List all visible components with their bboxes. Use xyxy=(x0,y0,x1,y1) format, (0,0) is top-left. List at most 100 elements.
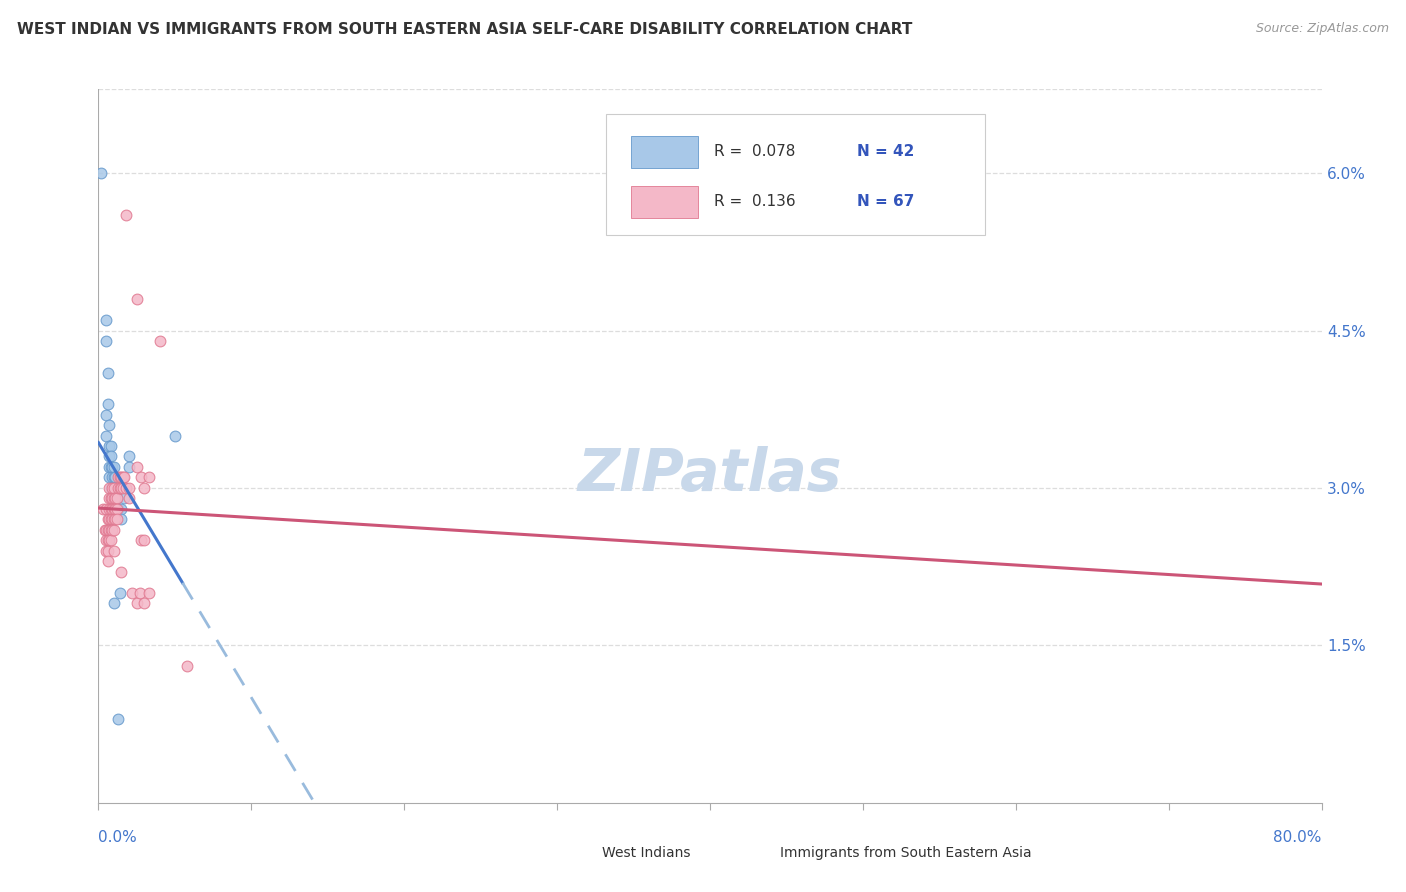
Point xyxy=(111,481,134,495)
Point xyxy=(104,491,127,506)
Point xyxy=(107,481,129,495)
Point xyxy=(97,544,120,558)
Point xyxy=(108,470,131,484)
Point xyxy=(100,533,122,548)
Point xyxy=(97,523,120,537)
Point xyxy=(112,470,135,484)
Point xyxy=(110,470,132,484)
Point xyxy=(101,460,124,475)
Point xyxy=(101,481,124,495)
Point xyxy=(101,512,124,526)
Point xyxy=(98,470,121,484)
Point xyxy=(103,481,125,495)
Point xyxy=(103,523,125,537)
Text: 80.0%: 80.0% xyxy=(1274,830,1322,845)
Point xyxy=(125,460,148,475)
Point xyxy=(94,334,117,348)
Point xyxy=(98,523,121,537)
Point xyxy=(100,460,122,475)
Point xyxy=(98,502,121,516)
Point xyxy=(108,586,131,600)
Point xyxy=(97,554,120,568)
Point xyxy=(107,502,129,516)
Point xyxy=(104,470,127,484)
Point xyxy=(103,491,125,506)
Point xyxy=(94,313,117,327)
Point xyxy=(118,450,141,464)
Point xyxy=(100,491,122,506)
Point xyxy=(105,491,128,506)
Bar xyxy=(630,136,697,168)
Point xyxy=(100,450,122,464)
Point xyxy=(100,502,122,516)
Point xyxy=(91,502,114,516)
Point xyxy=(98,460,121,475)
Point xyxy=(134,481,156,495)
Point xyxy=(149,334,172,348)
Text: R =  0.078: R = 0.078 xyxy=(714,145,794,160)
Point xyxy=(101,502,124,516)
Point xyxy=(94,533,117,548)
Point xyxy=(103,502,125,516)
Point xyxy=(163,428,186,442)
Point xyxy=(101,491,124,506)
Point xyxy=(107,712,129,726)
Point xyxy=(97,533,120,548)
Point xyxy=(108,481,131,495)
Text: Source: ZipAtlas.com: Source: ZipAtlas.com xyxy=(1256,22,1389,36)
Point xyxy=(101,523,124,537)
Point xyxy=(110,512,132,526)
Text: West Indians: West Indians xyxy=(602,847,690,861)
Point xyxy=(94,428,117,442)
Point xyxy=(97,512,120,526)
Point xyxy=(101,470,124,484)
Point xyxy=(115,481,138,495)
FancyBboxPatch shape xyxy=(606,114,986,235)
Point xyxy=(110,502,132,516)
Point xyxy=(103,512,125,526)
Bar xyxy=(630,186,697,218)
Point xyxy=(98,523,121,537)
Point xyxy=(100,523,122,537)
Text: N = 42: N = 42 xyxy=(856,145,914,160)
Point xyxy=(107,481,129,495)
Point xyxy=(103,470,125,484)
Point xyxy=(125,292,148,306)
Point xyxy=(121,586,143,600)
Point xyxy=(100,491,122,506)
Point xyxy=(103,481,125,495)
Point xyxy=(103,596,125,610)
Point xyxy=(138,586,160,600)
Point xyxy=(105,502,128,516)
Point xyxy=(112,491,135,506)
Point xyxy=(98,491,121,506)
Point xyxy=(100,512,122,526)
Text: N = 67: N = 67 xyxy=(856,194,914,210)
Point xyxy=(107,470,129,484)
Point xyxy=(105,491,128,506)
Point xyxy=(94,544,117,558)
Point xyxy=(100,481,122,495)
Point xyxy=(134,596,156,610)
Text: Immigrants from South Eastern Asia: Immigrants from South Eastern Asia xyxy=(780,847,1032,861)
Point xyxy=(103,491,125,506)
Point xyxy=(98,450,121,464)
Point xyxy=(101,481,124,495)
Point xyxy=(98,417,121,432)
Point xyxy=(97,397,120,411)
Point xyxy=(129,533,152,548)
Point xyxy=(94,408,117,422)
Text: WEST INDIAN VS IMMIGRANTS FROM SOUTH EASTERN ASIA SELF-CARE DISABILITY CORRELATI: WEST INDIAN VS IMMIGRANTS FROM SOUTH EAS… xyxy=(17,22,912,37)
Point xyxy=(104,502,127,516)
Point xyxy=(103,544,125,558)
Bar xyxy=(564,844,593,863)
Point xyxy=(103,460,125,475)
Point xyxy=(104,491,127,506)
Point xyxy=(94,523,117,537)
Point xyxy=(98,481,121,495)
Point xyxy=(138,470,160,484)
Point xyxy=(97,366,120,380)
Point xyxy=(100,439,122,453)
Point xyxy=(115,208,138,222)
Point xyxy=(98,512,121,526)
